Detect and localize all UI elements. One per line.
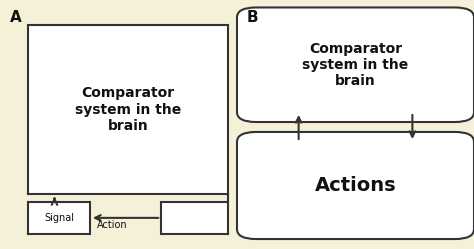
Text: Action: Action	[97, 220, 128, 230]
FancyBboxPatch shape	[28, 202, 90, 234]
Text: A: A	[9, 10, 21, 25]
FancyBboxPatch shape	[237, 132, 474, 239]
FancyBboxPatch shape	[237, 7, 474, 122]
Text: Comparator
system in the
brain: Comparator system in the brain	[75, 86, 181, 133]
Text: Signal: Signal	[44, 213, 74, 223]
Text: B: B	[246, 10, 258, 25]
Text: Comparator
system in the
brain: Comparator system in the brain	[302, 42, 409, 88]
Text: Actions: Actions	[315, 176, 396, 195]
FancyBboxPatch shape	[161, 202, 228, 234]
FancyBboxPatch shape	[28, 25, 228, 194]
